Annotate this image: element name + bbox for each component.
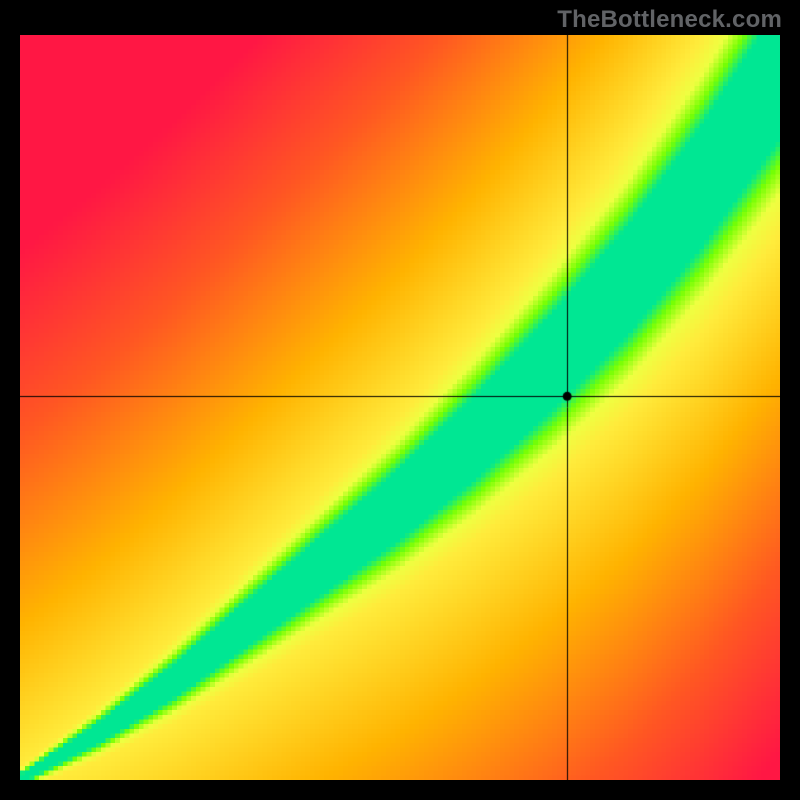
watermark-text: TheBottleneck.com: [557, 6, 782, 34]
crosshair-overlay: [20, 35, 780, 780]
chart-frame: { "watermark": { "text": "TheBottleneck.…: [0, 0, 800, 800]
